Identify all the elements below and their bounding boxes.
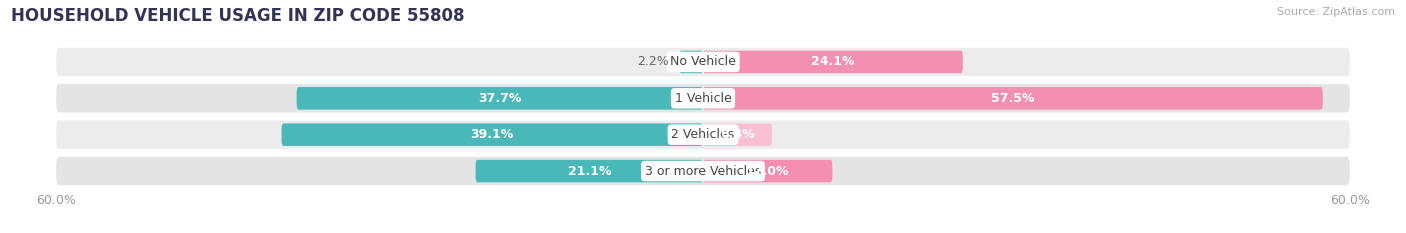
FancyBboxPatch shape xyxy=(56,157,1350,185)
FancyBboxPatch shape xyxy=(679,51,703,73)
FancyBboxPatch shape xyxy=(56,84,1350,113)
Text: 1 Vehicle: 1 Vehicle xyxy=(675,92,731,105)
Text: 37.7%: 37.7% xyxy=(478,92,522,105)
FancyBboxPatch shape xyxy=(703,160,832,182)
Text: 24.1%: 24.1% xyxy=(811,55,855,69)
Text: 12.0%: 12.0% xyxy=(747,164,789,178)
Text: 3 or more Vehicles: 3 or more Vehicles xyxy=(645,164,761,178)
Text: 2.2%: 2.2% xyxy=(637,55,668,69)
Text: 2 Vehicles: 2 Vehicles xyxy=(672,128,734,141)
FancyBboxPatch shape xyxy=(475,160,703,182)
Text: Source: ZipAtlas.com: Source: ZipAtlas.com xyxy=(1277,7,1395,17)
FancyBboxPatch shape xyxy=(281,123,703,146)
Text: 57.5%: 57.5% xyxy=(991,92,1035,105)
Text: No Vehicle: No Vehicle xyxy=(671,55,735,69)
FancyBboxPatch shape xyxy=(703,51,963,73)
Text: HOUSEHOLD VEHICLE USAGE IN ZIP CODE 55808: HOUSEHOLD VEHICLE USAGE IN ZIP CODE 5580… xyxy=(11,7,465,25)
Text: 21.1%: 21.1% xyxy=(568,164,612,178)
Text: 6.4%: 6.4% xyxy=(720,128,755,141)
Text: 39.1%: 39.1% xyxy=(471,128,513,141)
FancyBboxPatch shape xyxy=(56,120,1350,149)
FancyBboxPatch shape xyxy=(297,87,703,110)
FancyBboxPatch shape xyxy=(703,87,1323,110)
FancyBboxPatch shape xyxy=(56,48,1350,76)
FancyBboxPatch shape xyxy=(703,123,772,146)
